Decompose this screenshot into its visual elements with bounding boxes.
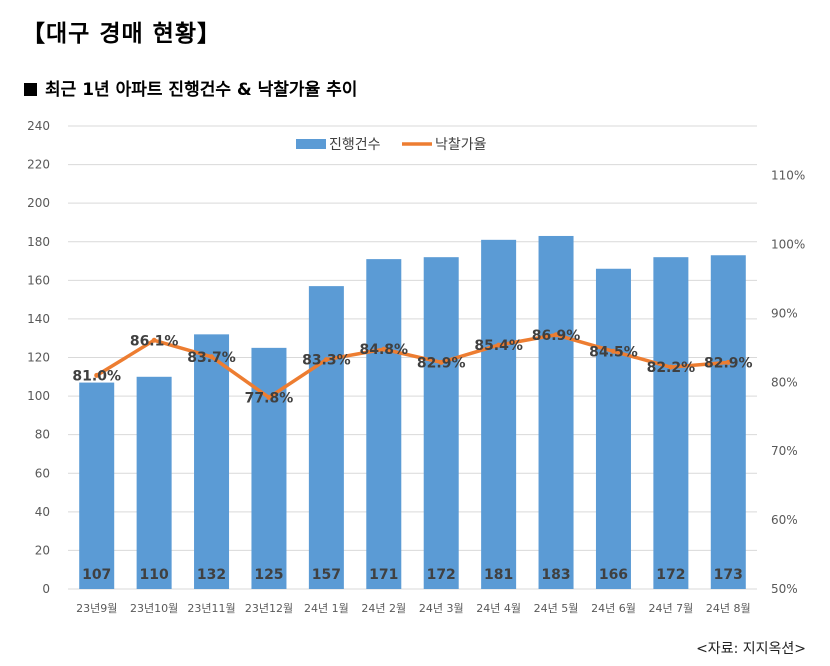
y-left-tick-label: 40 [35,505,50,519]
y-left-tick-label: 120 [27,351,50,365]
y-left-tick-label: 60 [35,466,50,480]
line-point [209,354,215,360]
y-left-tick-label: 200 [27,196,50,210]
x-tick-label: 24년 8월 [706,602,751,615]
y-left-tick-label: 160 [27,273,50,287]
line-value-label: 85.4% [474,338,523,354]
data-labels: 107 110 132 125 157 171 172 181 183 166 172 173 81.0… [72,328,752,583]
bar [79,382,115,589]
y-left-tick-label: 220 [27,158,50,172]
source-note: <자료: 지지옥션> [696,641,806,657]
x-tick-label: 24년 7월 [649,602,694,615]
bar-value-label: 181 [484,567,513,583]
bar [194,334,230,589]
line-point [381,346,387,352]
y-left-tick-label: 80 [35,428,50,442]
line-value-label: 84.8% [360,342,409,358]
line-point [266,394,272,400]
bar [251,347,287,589]
y-right-tick-label: 90% [771,306,798,320]
bar [595,268,631,589]
line-value-label: 82.2% [647,360,696,376]
legend-bar-label: 진행건수 [329,137,381,153]
bar-value-label: 173 [714,567,743,583]
page-title: 【대구 경매 현황】 [22,21,221,47]
chart-subtitle-text: 최근 1년 아파트 진행건수 & 낙찰가율 추이 [45,80,358,100]
square-bullet-icon [24,83,37,96]
x-tick-label: 23년10월 [130,602,178,615]
bar-value-label: 172 [427,567,456,583]
y-right-tick-label: 60% [771,513,798,527]
bar-value-label: 125 [254,567,283,583]
y-right-tick-label: 80% [771,375,798,389]
legend-line-label: 낙찰가율 [435,137,487,153]
bar-value-label: 166 [599,567,628,583]
y-right-tick-label: 70% [771,444,798,458]
y-left-tick-label: 240 [27,119,50,133]
y-left-tick-label: 20 [35,543,50,557]
bar-value-label: 132 [197,567,226,583]
chart-subtitle: 최근 1년 아파트 진행건수 & 낙찰가율 추이 [24,75,357,100]
bar [423,257,459,589]
line-point [323,357,329,363]
bar [136,376,172,589]
bar [653,257,689,589]
bar-value-label: 157 [312,567,341,583]
bar-value-label: 172 [656,567,685,583]
x-tick-label: 24년 4월 [476,602,521,615]
bar-value-label: 183 [541,567,570,583]
x-tick-label: 24년 3월 [419,602,464,615]
bar [710,255,746,590]
y-left-tick-label: 140 [27,312,50,326]
y-left-tick-label: 0 [42,582,50,596]
y-left-tick-label: 180 [27,235,50,249]
line-point [553,332,559,338]
line-point [151,337,157,343]
line-series [94,332,731,400]
bar-value-label: 110 [140,567,169,583]
line-point [496,342,502,348]
line-value-label: 77.8% [245,390,294,406]
x-tick-label: 23년9월 [76,602,117,615]
line-value-label: 82.9% [704,355,753,371]
y-right-tick-label: 100% [771,238,805,252]
line-value-label: 82.9% [417,355,466,371]
line-point [94,372,100,378]
axis-ticks: 0 20 40 60 80 100 120 140 160 180 200 220 240 50% 60% 7… [27,119,805,615]
line-value-label: 83.3% [302,353,351,369]
x-tick-label: 24년 1월 [304,602,349,615]
line-value-label: 84.5% [589,344,638,360]
line-value-label: 83.7% [187,350,236,366]
line-point [668,364,674,370]
bar [481,239,517,589]
x-tick-label: 24년 5월 [534,602,579,615]
x-tick-label: 23년11월 [187,602,235,615]
y-left-tick-label: 100 [27,389,50,403]
line-path [95,333,729,400]
bar [538,235,574,589]
line-value-label: 81.0% [72,368,121,384]
y-right-tick-label: 50% [771,582,798,596]
bar [366,259,402,589]
y-right-tick-label: 110% [771,169,805,183]
bar-value-label: 107 [82,567,111,583]
line-point [438,359,444,365]
line-point [610,348,616,354]
bar [308,286,344,589]
bar-value-label: 171 [369,567,398,583]
line-value-label: 86.9% [532,328,581,344]
x-tick-label: 24년 2월 [361,602,406,615]
line-point [725,359,731,365]
x-tick-label: 24년 6월 [591,602,636,615]
x-tick-label: 23년12월 [245,602,293,615]
legend-bar-swatch [296,139,326,149]
chart-legend: 진행건수 낙찰가율 [296,137,487,153]
bar-series [79,235,746,590]
line-value-label: 86.1% [130,333,179,349]
